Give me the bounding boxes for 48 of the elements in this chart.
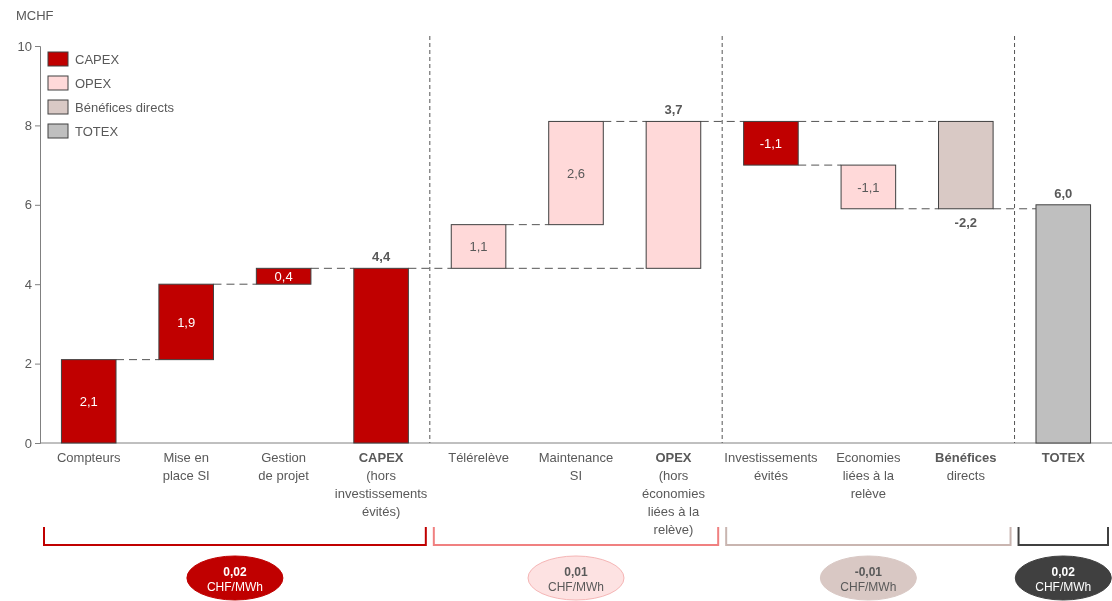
y-tick-label: 0 <box>24 435 32 451</box>
text: 0,02 CHF/MWh <box>206 565 263 594</box>
data-label: 4,4 <box>372 249 391 265</box>
y-tick-label: 2 <box>24 356 32 372</box>
data-label: 0,4 <box>274 269 293 285</box>
data-label: 1,1 <box>469 239 488 255</box>
x-tick-label: Bénéfices directs <box>935 450 997 483</box>
bar <box>158 283 214 361</box>
data-label: -1,1 <box>759 136 783 152</box>
x-tick-label: Gestion de projet <box>258 450 310 483</box>
bar <box>938 120 994 210</box>
legend-label: OPEX <box>75 76 112 91</box>
text: -0,01 CHF/MWh <box>840 565 897 594</box>
x-tick-label: Economies liées à la relève <box>836 450 902 501</box>
text: 0,01 CHF/MWh <box>548 565 604 594</box>
legend-label: Bénéfices directs <box>75 100 175 115</box>
legend-label: TOTEX <box>75 124 119 139</box>
data-label: 3,7 <box>664 102 683 118</box>
x-tick-label: Mise en place SI <box>162 450 210 483</box>
data-label: -2,2 <box>954 214 978 230</box>
x-tick-label: Maintenance SI <box>538 450 614 483</box>
bar <box>1035 204 1092 444</box>
x-tick-label: OPEX (hors économies liées à la relève) <box>642 450 706 537</box>
data-label: 2,1 <box>79 394 98 410</box>
x-tick-label: Investissements évités <box>724 450 819 483</box>
legend-label: CAPEX <box>75 52 120 67</box>
bar <box>548 120 604 226</box>
bar <box>450 224 507 269</box>
bar <box>255 267 312 285</box>
x-tick-label: TOTEX <box>1041 450 1086 465</box>
y-axis-title: MCHF <box>16 8 54 23</box>
bar <box>353 267 409 444</box>
bar <box>645 120 702 269</box>
y-tick-label: 10 <box>17 38 32 54</box>
y-tick-label: 8 <box>24 118 32 134</box>
text: 0,02 CHF/MWh <box>1035 565 1092 594</box>
bar <box>743 120 799 166</box>
data-label: 6,0 <box>1054 185 1073 201</box>
y-tick-label: 6 <box>24 197 32 213</box>
data-label: -1,1 <box>857 179 880 195</box>
bar <box>840 164 897 210</box>
x-tick-label: CAPEX (hors investissements évités) <box>334 450 428 519</box>
bar <box>60 359 117 444</box>
y-tick-label: 4 <box>24 276 32 292</box>
x-tick-label: Télérelève <box>448 450 509 465</box>
data-label: 1,9 <box>177 314 196 330</box>
data-label: 2,6 <box>566 166 586 182</box>
x-tick-label: Compteurs <box>56 450 122 465</box>
